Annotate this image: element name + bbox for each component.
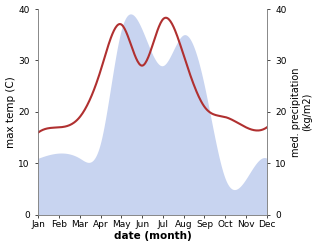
Y-axis label: med. precipitation
(kg/m2): med. precipitation (kg/m2) [291,67,313,157]
X-axis label: date (month): date (month) [114,231,191,242]
Y-axis label: max temp (C): max temp (C) [5,76,16,148]
